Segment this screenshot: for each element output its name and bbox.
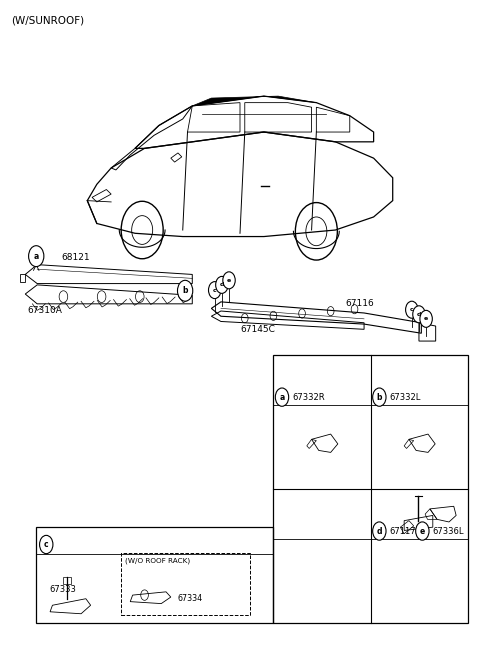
Bar <box>274 356 468 623</box>
Text: d: d <box>377 527 382 535</box>
Circle shape <box>216 276 228 293</box>
Text: 67334: 67334 <box>178 594 203 603</box>
Text: 67332R: 67332R <box>292 393 325 401</box>
Text: d: d <box>220 282 224 287</box>
Circle shape <box>413 306 425 323</box>
Bar <box>36 527 274 623</box>
Text: 67310A: 67310A <box>28 306 62 315</box>
Text: 67333: 67333 <box>49 585 76 594</box>
Circle shape <box>276 388 288 406</box>
Text: d: d <box>417 312 421 317</box>
Circle shape <box>372 522 386 540</box>
Text: 67332L: 67332L <box>390 393 421 401</box>
Text: (W/SUNROOF): (W/SUNROOF) <box>11 16 84 26</box>
Circle shape <box>29 246 44 266</box>
Text: e: e <box>420 527 425 535</box>
Text: 68121: 68121 <box>61 253 90 262</box>
Text: e: e <box>424 316 428 321</box>
Text: a: a <box>279 393 285 401</box>
Text: c: c <box>44 540 48 549</box>
Circle shape <box>420 310 432 327</box>
Text: 67116: 67116 <box>345 299 374 308</box>
Text: b: b <box>182 286 188 295</box>
Text: a: a <box>34 252 39 260</box>
Text: 67145C: 67145C <box>240 325 275 334</box>
Polygon shape <box>192 96 316 106</box>
Text: b: b <box>377 393 382 401</box>
Circle shape <box>208 281 221 298</box>
Circle shape <box>406 301 418 318</box>
Text: (W/O ROOF RACK): (W/O ROOF RACK) <box>125 558 191 564</box>
Circle shape <box>39 535 53 554</box>
Text: e: e <box>227 277 231 283</box>
Text: c: c <box>410 307 414 312</box>
Circle shape <box>372 388 386 406</box>
Text: c: c <box>213 287 216 293</box>
Circle shape <box>223 272 235 289</box>
Text: 67117A: 67117A <box>390 527 422 535</box>
Circle shape <box>178 280 193 301</box>
Circle shape <box>416 522 429 540</box>
Text: 67336L: 67336L <box>433 527 464 535</box>
